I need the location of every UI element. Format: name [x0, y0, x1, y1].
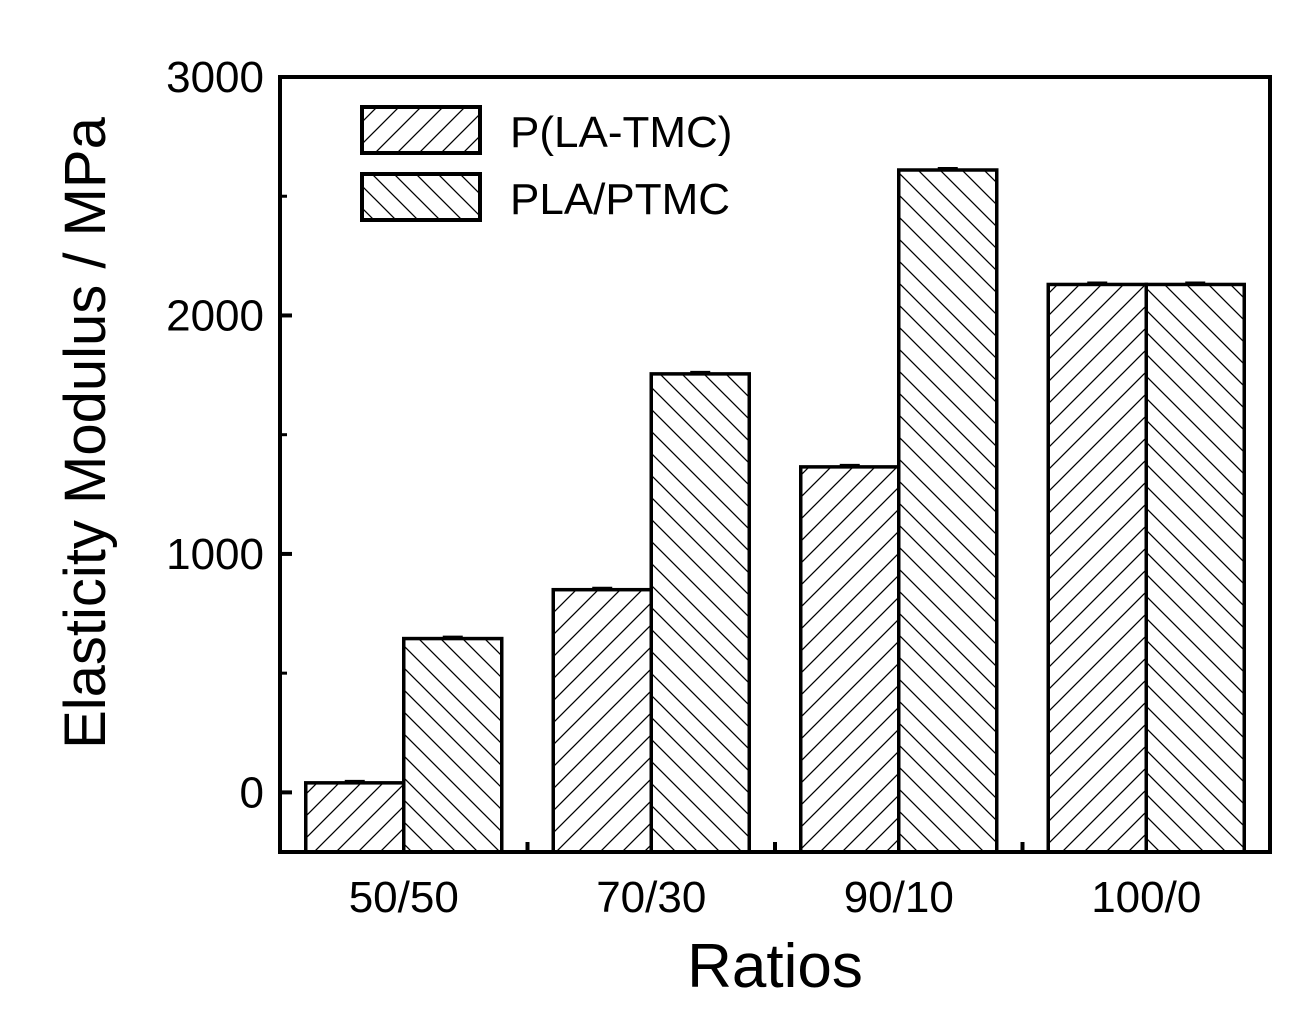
x-tick-label: 70/30 — [596, 873, 706, 922]
x-axis-title: Ratios — [687, 932, 863, 1001]
legend: P(LA-TMC) PLA/PTMC — [360, 105, 732, 224]
legend-label-p-la-tmc: P(LA-TMC) — [510, 108, 732, 157]
y-tick-label: 1000 — [166, 530, 264, 579]
legend-label-pla-ptmc: PLA/PTMC — [510, 175, 730, 224]
legend-swatch-p-la-tmc — [360, 105, 482, 155]
bar-pla-ptmc-90-10 — [897, 168, 999, 854]
x-tick-label: 50/50 — [349, 873, 459, 922]
y-tick-label: 2000 — [166, 291, 264, 340]
bar-p-la-tmc-70-30 — [551, 587, 653, 854]
y-tick-label: 0 — [240, 768, 264, 817]
error-bars-layer — [344, 167, 1206, 783]
x-tick-label: 100/0 — [1091, 873, 1201, 922]
legend-swatch-pla-ptmc — [360, 172, 482, 222]
bar-p-la-tmc-90-10 — [799, 465, 901, 854]
bar-pla-ptmc-100-0 — [1144, 282, 1246, 854]
y-tick-label: 3000 — [166, 53, 264, 102]
bar-p-la-tmc-100-0 — [1046, 282, 1148, 854]
y-axis-title: Elasticity Modulus / MPa — [53, 116, 118, 749]
x-axis-ticks: 50/50 70/30 90/10 100/0 — [349, 842, 1201, 922]
bar-pla-ptmc-70-30 — [649, 372, 751, 854]
y-axis-ticks: 0 1000 2000 3000 — [166, 53, 292, 817]
bar-pla-ptmc-50-50 — [402, 636, 504, 854]
bar-p-la-tmc-50-50 — [304, 781, 406, 854]
bars-layer — [304, 168, 1246, 854]
x-tick-label: 90/10 — [844, 873, 954, 922]
